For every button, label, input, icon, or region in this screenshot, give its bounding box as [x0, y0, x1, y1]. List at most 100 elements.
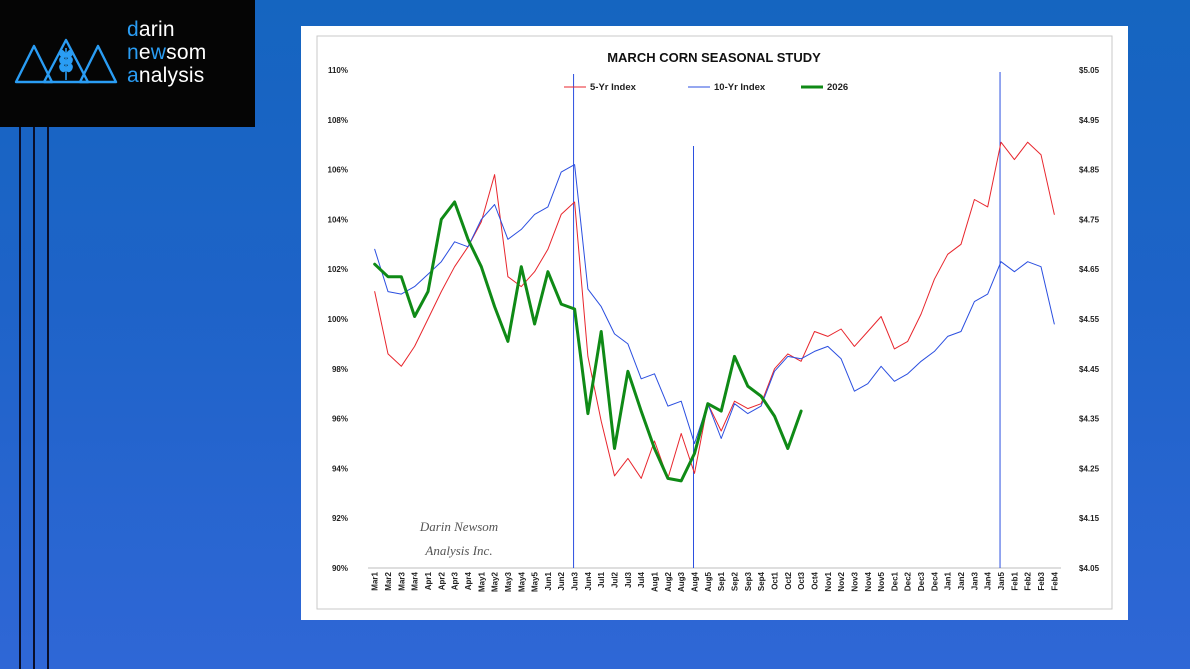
x-tick-label: Mar2 — [384, 571, 393, 590]
x-tick-label: Nov1 — [824, 571, 833, 591]
watermark-line2: Analysis Inc. — [424, 543, 492, 558]
y-left-tick-label: 100% — [328, 315, 348, 324]
brand-word-nalysis: nalysis — [138, 64, 205, 87]
brand-name: darin newsom analysis — [127, 18, 206, 87]
x-tick-label: Dec4 — [930, 571, 939, 591]
x-tick-label: Dec2 — [904, 571, 913, 591]
brand-word-arin: arin — [138, 18, 175, 41]
y-right-tick-label: $5.05 — [1079, 66, 1100, 75]
x-tick-label: Jul1 — [597, 571, 606, 588]
x-tick-label: Aug4 — [691, 571, 700, 592]
chart-panel: MARCH CORN SEASONAL STUDY Darin Newsom A… — [301, 26, 1128, 620]
brand-letter-d: d — [127, 18, 139, 41]
watermark-line1: Darin Newsom — [419, 519, 498, 534]
mountains-wheat-icon — [14, 38, 118, 84]
y-right-tick-label: $4.95 — [1079, 116, 1100, 125]
x-tick-label: Jun1 — [544, 571, 553, 590]
chart-title: MARCH CORN SEASONAL STUDY — [607, 50, 821, 65]
y-right-tick-label: $4.85 — [1079, 166, 1100, 175]
x-tick-label: Jul4 — [637, 571, 646, 588]
series-line-5-yr-index — [374, 141, 1055, 479]
x-tick-label: Jun3 — [571, 571, 580, 590]
legend-label: 5-Yr Index — [590, 82, 637, 93]
x-tick-label: Jul3 — [624, 571, 633, 588]
x-tick-label: Sep3 — [744, 571, 753, 591]
x-tick-label: May5 — [531, 571, 540, 592]
y-left-tick-label: 102% — [328, 265, 348, 274]
x-tick-label: Feb2 — [1024, 571, 1033, 590]
x-tick-label: Jan5 — [997, 571, 1006, 590]
x-tick-label: Dec3 — [917, 571, 926, 591]
y-left-tick-label: 110% — [328, 66, 348, 75]
legend-label: 10-Yr Index — [714, 82, 766, 93]
x-tick-label: Sep4 — [757, 571, 766, 591]
x-tick-label: Sep1 — [717, 571, 726, 591]
decor-bar-2 — [33, 127, 35, 669]
x-tick-label: Jun4 — [584, 571, 593, 590]
y-right-tick-label: $4.65 — [1079, 265, 1100, 274]
x-tick-label: Aug3 — [677, 571, 686, 592]
seasonal-chart: MARCH CORN SEASONAL STUDY Darin Newsom A… — [316, 35, 1113, 610]
y-right-tick-label: $4.25 — [1079, 464, 1100, 473]
chart-border — [316, 35, 1113, 610]
series-line-2026 — [373, 200, 803, 483]
x-tick-label: Jun2 — [557, 571, 566, 590]
x-tick-label: Apr1 — [424, 571, 433, 590]
x-tick-label: May3 — [504, 571, 513, 592]
x-tick-label: Dec1 — [890, 571, 899, 591]
x-tick-label: Mar3 — [397, 571, 406, 590]
y-left-tick-label: 90% — [332, 564, 348, 573]
x-tick-label: May4 — [517, 571, 526, 592]
x-tick-label: Apr4 — [464, 571, 473, 590]
x-tick-label: Feb4 — [1050, 571, 1059, 590]
decor-bar-3 — [47, 127, 49, 669]
decor-bar-1 — [19, 127, 21, 669]
x-tick-label: Oct3 — [797, 571, 806, 589]
brand-letter-a: a — [127, 64, 139, 87]
y-right-tick-label: $4.45 — [1079, 365, 1100, 374]
x-tick-label: Apr2 — [437, 571, 446, 590]
brand-letter-e: e — [138, 41, 151, 64]
x-tick-label: Jan3 — [970, 571, 979, 590]
y-left-tick-label: 92% — [332, 514, 348, 523]
x-tick-label: Aug2 — [664, 571, 673, 592]
brand-logo: darin newsom analysis — [0, 0, 255, 127]
y-right-tick-label: $4.35 — [1079, 415, 1100, 424]
x-tick-label: Jan1 — [944, 571, 953, 590]
brand-letter-n: n — [127, 41, 139, 64]
y-left-tick-label: 108% — [328, 116, 348, 125]
x-tick-label: Oct2 — [784, 571, 793, 589]
x-tick-label: Feb1 — [1010, 571, 1019, 590]
x-tick-label: Apr3 — [451, 571, 460, 590]
x-tick-label: Oct4 — [810, 571, 819, 589]
y-left-tick-label: 96% — [332, 415, 348, 424]
x-tick-label: May1 — [477, 571, 486, 592]
y-left-tick-label: 94% — [332, 464, 348, 473]
x-tick-label: Feb3 — [1037, 571, 1046, 590]
x-tick-label: Mar4 — [411, 571, 420, 590]
y-left-tick-label: 106% — [328, 166, 348, 175]
x-tick-label: Nov4 — [864, 571, 873, 591]
y-right-tick-label: $4.05 — [1079, 564, 1100, 573]
x-tick-label: Aug1 — [651, 571, 660, 592]
y-right-tick-label: $4.75 — [1079, 215, 1100, 224]
x-tick-label: May2 — [491, 571, 500, 592]
y-left-tick-label: 104% — [328, 215, 348, 224]
x-tick-label: Nov5 — [877, 571, 886, 591]
x-tick-label: Nov2 — [837, 571, 846, 591]
x-tick-label: Jan2 — [957, 571, 966, 590]
x-tick-label: Nov3 — [850, 571, 859, 591]
brand-word-som: som — [166, 41, 207, 64]
brand-letter-w: w — [150, 41, 167, 64]
series-line-10-yr-index — [374, 164, 1055, 444]
legend-label: 2026 — [827, 82, 848, 93]
y-right-tick-label: $4.15 — [1079, 514, 1100, 523]
x-tick-label: Jul2 — [611, 571, 620, 588]
y-left-tick-label: 98% — [332, 365, 348, 374]
x-tick-label: Mar1 — [371, 571, 380, 590]
x-tick-label: Oct1 — [770, 571, 779, 589]
x-tick-label: Sep2 — [730, 571, 739, 591]
x-tick-label: Aug5 — [704, 571, 713, 592]
y-right-tick-label: $4.55 — [1079, 315, 1100, 324]
x-tick-label: Jan4 — [984, 571, 993, 590]
